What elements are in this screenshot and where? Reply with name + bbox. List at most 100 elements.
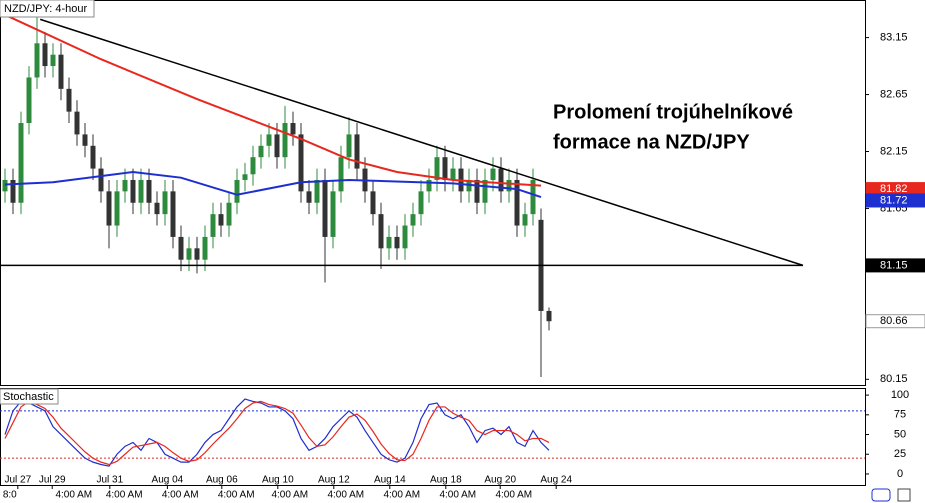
candle-body xyxy=(10,179,16,203)
candle-body xyxy=(170,191,176,237)
moving-average xyxy=(4,13,542,187)
candle-body xyxy=(530,179,536,215)
trendline xyxy=(39,18,804,267)
candle-body xyxy=(522,214,528,226)
x-tick-label: Jul 31 xyxy=(96,475,123,486)
stoch-y-tick-label: 0 xyxy=(897,468,903,480)
candle-body xyxy=(74,111,80,135)
candle-body xyxy=(90,145,96,169)
x-tick-label: Aug 18 xyxy=(430,475,462,486)
candle-body xyxy=(194,248,200,260)
price-tag-label: 81.15 xyxy=(880,259,908,271)
x-time-label: 4:00 AM xyxy=(218,490,255,501)
x-time-label: 4:00 AM xyxy=(55,490,92,501)
candle-body xyxy=(250,157,256,175)
candle-body xyxy=(122,179,128,192)
x-tick-label: Aug 20 xyxy=(484,475,516,486)
candle-body xyxy=(202,236,208,260)
toolbar-icons xyxy=(871,488,911,502)
candle-body xyxy=(266,134,272,146)
candle-body xyxy=(482,179,488,203)
candle-body xyxy=(98,168,104,192)
candle-body xyxy=(418,191,424,215)
candle-body xyxy=(50,54,56,67)
candle-body xyxy=(18,123,24,203)
candle-body xyxy=(290,123,296,135)
x-tick-label: Jul 29 xyxy=(39,475,66,486)
title-box xyxy=(0,0,95,18)
price-tag-label: 81.72 xyxy=(880,194,908,206)
candle-body xyxy=(338,157,344,192)
candle-body xyxy=(26,77,32,124)
candle-body xyxy=(154,202,160,215)
candle-body xyxy=(66,88,72,112)
price-tag xyxy=(865,314,925,329)
candle-body xyxy=(210,214,216,237)
stochastic-title-box xyxy=(0,388,59,405)
candle-body xyxy=(282,123,288,158)
candle-body xyxy=(498,168,504,192)
annotation: formace na NZD/JPY xyxy=(553,131,750,153)
stoch-y-tick-label: 100 xyxy=(891,389,909,401)
candle-body xyxy=(346,134,352,158)
candle-body xyxy=(106,191,112,226)
x-tick-label: Aug 06 xyxy=(206,475,238,486)
candle-body xyxy=(234,179,240,203)
x-time-label: 4:00 AM xyxy=(439,490,476,501)
candle-body xyxy=(258,145,264,158)
main-panel xyxy=(0,0,866,386)
candle-body xyxy=(42,43,48,67)
candle-body xyxy=(434,157,440,180)
candle-body xyxy=(130,179,136,203)
candle-body xyxy=(218,214,224,226)
y-tick-label: 83.15 xyxy=(880,31,908,43)
candle-body xyxy=(490,168,496,180)
annotation: Prolomení trojúhelníkové xyxy=(553,101,793,123)
candle-body xyxy=(450,168,456,180)
candle-body xyxy=(162,191,168,215)
zoom-icon[interactable] xyxy=(897,488,911,502)
stoch-y-tick-label: 25 xyxy=(894,448,906,460)
x-tick-label: Aug 04 xyxy=(152,475,184,486)
candle-body xyxy=(354,134,360,169)
candle-body xyxy=(178,236,184,260)
candle-body xyxy=(386,236,392,249)
candle-body xyxy=(306,191,312,203)
stoch-y-tick-label: 50 xyxy=(894,428,906,440)
candle-body xyxy=(378,214,384,249)
y-tick-label: 82.15 xyxy=(880,145,908,157)
x-time-label: 4:00 AM xyxy=(271,490,308,501)
stochastic-panel xyxy=(0,388,866,486)
candle-body xyxy=(322,179,328,237)
link-icon[interactable] xyxy=(871,488,891,502)
x-time-label: 4:00 AM xyxy=(327,490,364,501)
candle-body xyxy=(442,157,448,180)
candle-body xyxy=(474,179,480,203)
candle-body xyxy=(402,225,408,249)
candle-body xyxy=(58,54,64,89)
candle-body xyxy=(2,179,8,192)
price-tag xyxy=(865,193,925,208)
stochastic-line xyxy=(4,400,550,466)
candle-body xyxy=(514,179,520,226)
candle-body xyxy=(546,310,552,322)
x-time-label: 4:00 AM xyxy=(495,490,532,501)
price-tag-label: 80.66 xyxy=(880,315,908,327)
x-time-label: 4:00 AM xyxy=(106,490,143,501)
candle-body xyxy=(186,248,192,260)
x-tick-label: Jul 27 xyxy=(4,475,31,486)
candle-body xyxy=(370,191,376,215)
candle-body xyxy=(138,179,144,203)
candle-body xyxy=(394,236,400,249)
candle-body xyxy=(410,214,416,226)
candle-body xyxy=(82,134,88,146)
chart-title: NZD/JPY: 4-hour xyxy=(4,3,87,15)
candle-body xyxy=(34,43,40,78)
candle-body xyxy=(146,179,152,203)
x-tick-label: Aug 14 xyxy=(374,475,406,486)
x-tick-label: Aug 10 xyxy=(262,475,294,486)
price-tag-label: 81.82 xyxy=(880,183,908,195)
candle-body xyxy=(330,191,336,237)
candle-body xyxy=(426,179,432,192)
